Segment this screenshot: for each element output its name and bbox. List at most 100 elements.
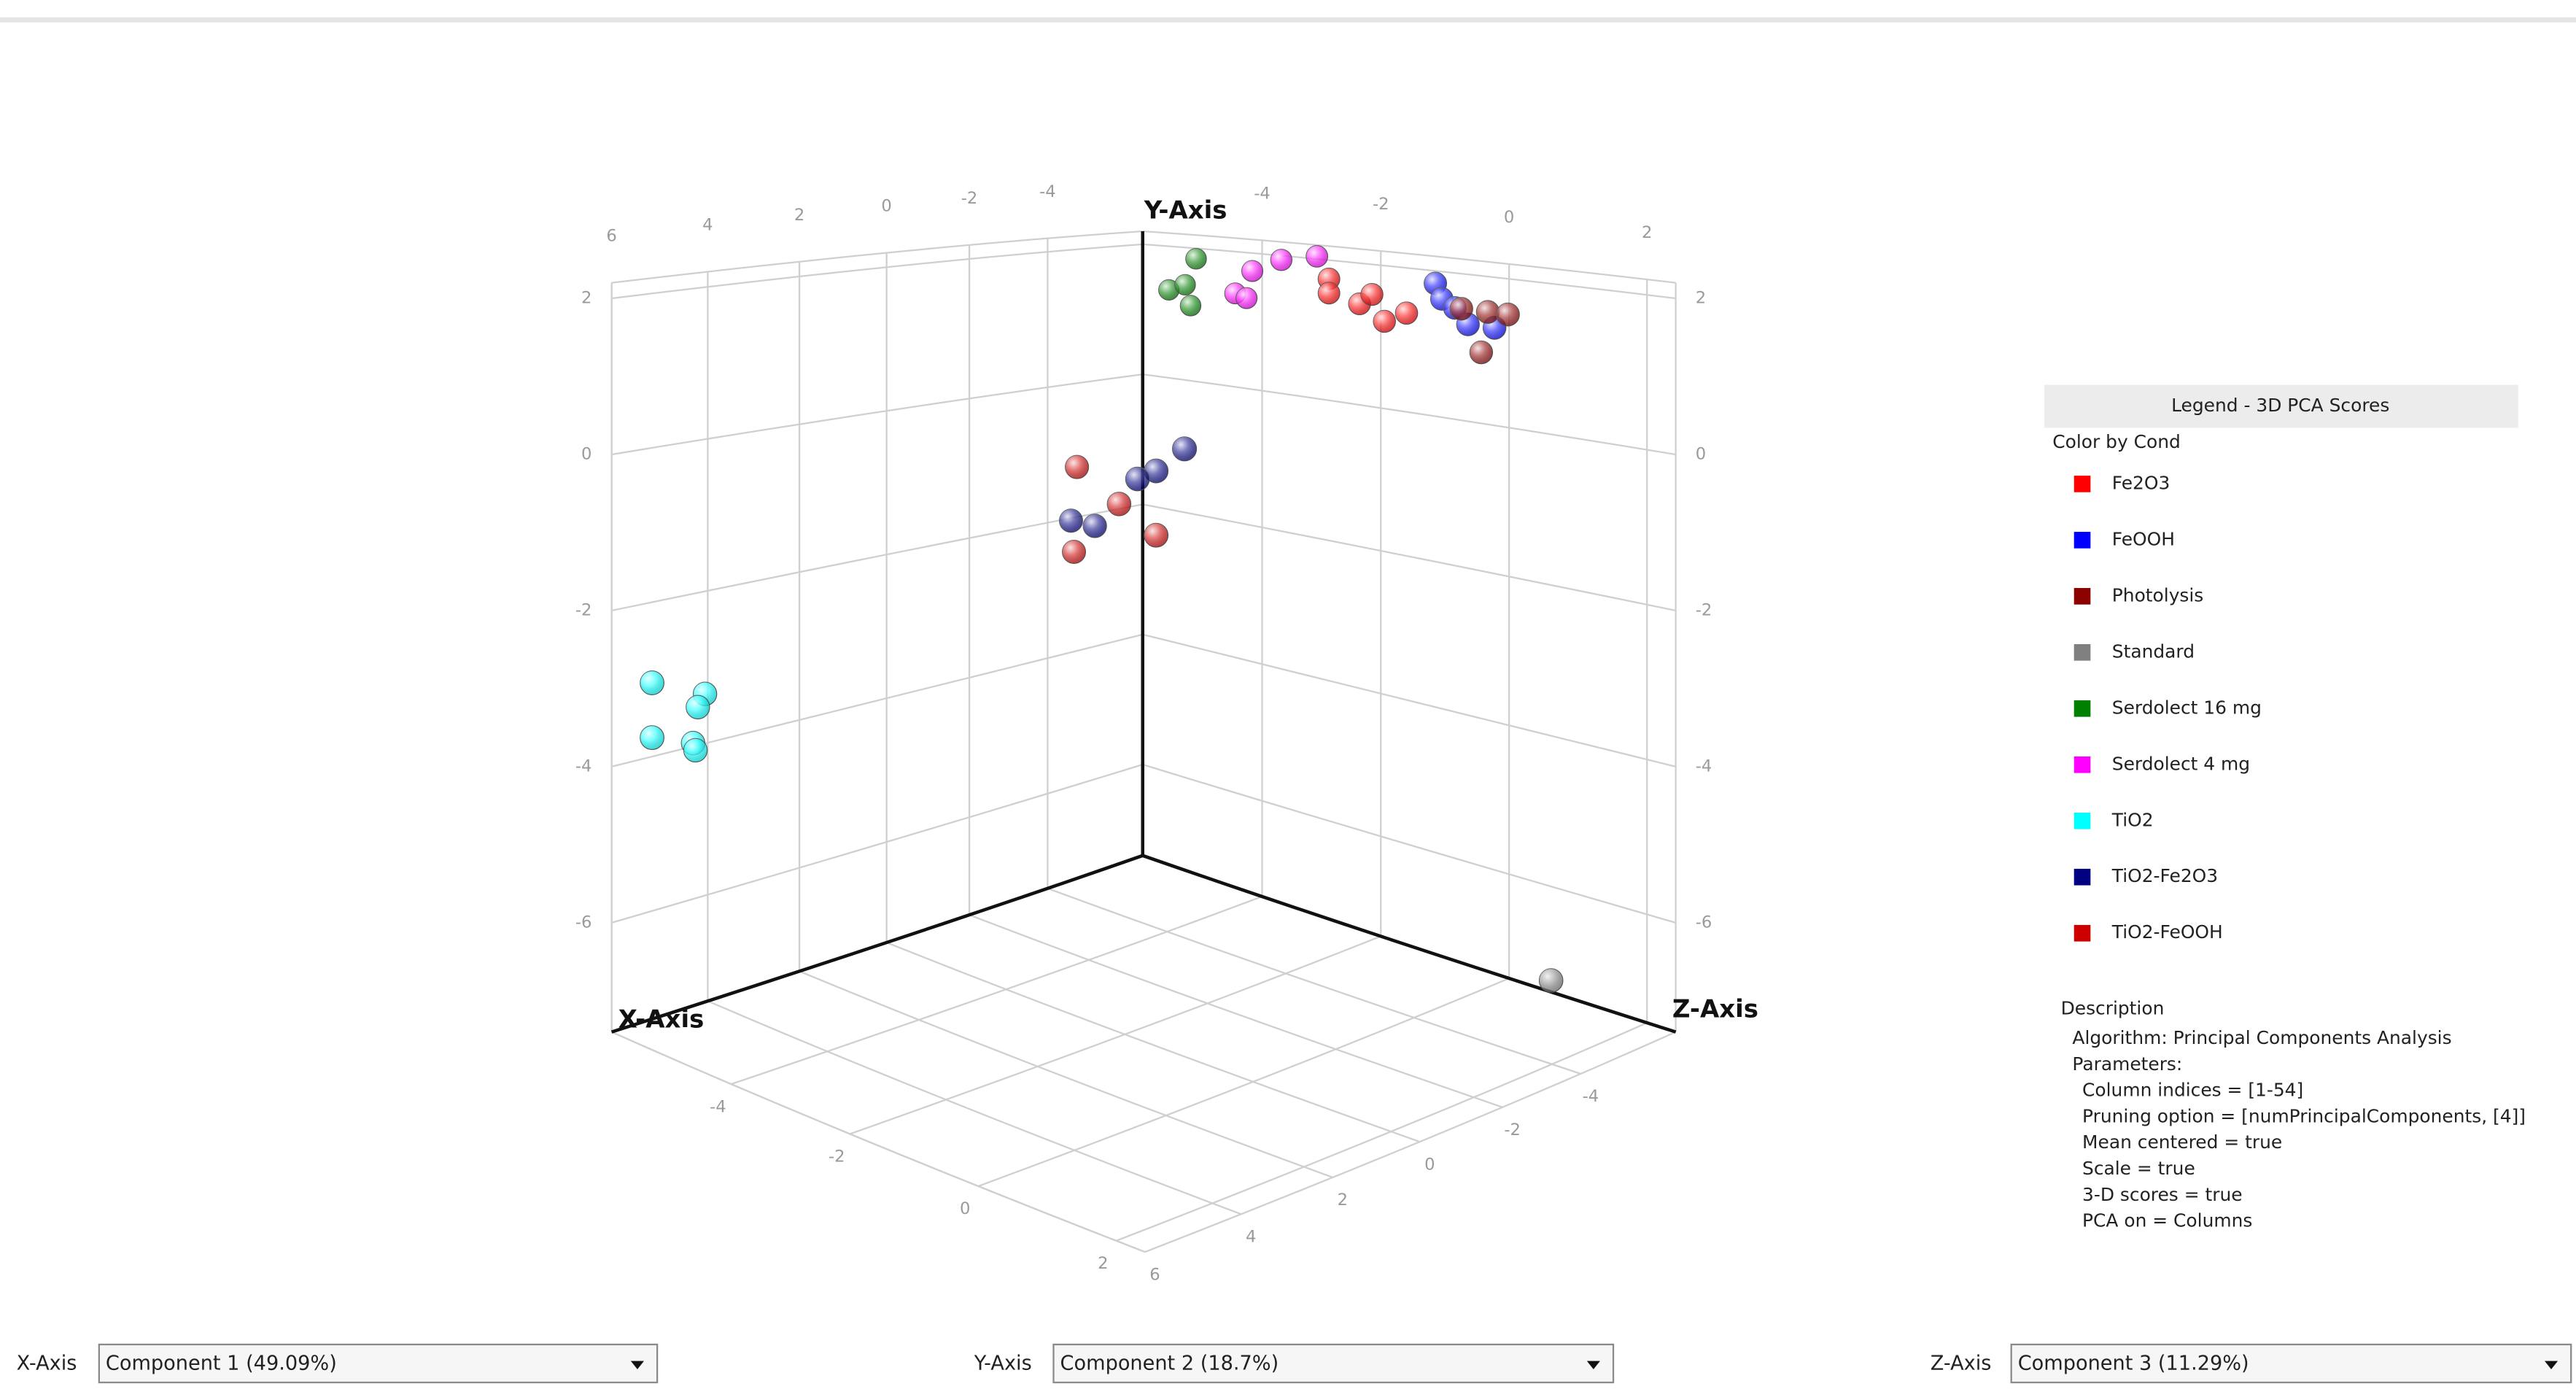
dropdown-value[interactable]: Component 2 (18.7%)	[1060, 1353, 1279, 1375]
grid-line	[611, 1031, 1146, 1253]
dropdown[interactable]	[98, 1343, 659, 1384]
point-highlight	[1241, 260, 1263, 282]
x-axis-line	[610, 854, 1144, 1034]
description-line: 3-D scores = true	[2082, 1184, 2243, 1205]
description-line: Parameters:	[2072, 1053, 2182, 1075]
legend-header	[2044, 384, 2518, 428]
legend-title: Legend - 3D PCA Scores	[2171, 395, 2389, 416]
point-highlight	[1059, 508, 1083, 533]
point-highlight	[1174, 274, 1196, 295]
grid-line	[799, 970, 1333, 1179]
dropdown-arrow[interactable]	[1586, 1361, 1600, 1369]
grid-line	[611, 633, 1144, 767]
x-axis-title: X-Axis	[618, 1005, 705, 1034]
description-line: Algorithm: Principal Components Analysis	[2072, 1027, 2451, 1048]
point-highlight	[1235, 287, 1257, 309]
dropdown-arrow[interactable]	[630, 1361, 644, 1369]
box-edge	[611, 1031, 1146, 1253]
point-highlight	[1062, 540, 1086, 564]
legend-label: Standard	[2112, 641, 2195, 662]
x-tick-label: 6	[1149, 1265, 1160, 1284]
point-highlight	[1470, 341, 1493, 364]
description-line: Mean centered = true	[2082, 1131, 2282, 1153]
box-edge	[611, 230, 1143, 284]
grid-line	[1142, 374, 1676, 456]
grid-line	[611, 374, 1143, 456]
x-tick-label: -2	[961, 189, 978, 208]
dropdown-value[interactable]: Component 3 (11.29%)	[2018, 1353, 2249, 1375]
point-highlight	[1450, 297, 1473, 320]
grid-line	[707, 1000, 1242, 1215]
point-highlight	[640, 670, 664, 695]
z-axis-title: Z-Axis	[1672, 995, 1758, 1024]
dropdown-arrow[interactable]	[2544, 1361, 2558, 1369]
legend-swatch	[2073, 700, 2091, 717]
grid-line	[1047, 887, 1581, 1075]
point-highlight	[686, 695, 710, 719]
control-label: X-Axis	[17, 1353, 77, 1375]
x-tick-label: 2	[1338, 1191, 1348, 1210]
point-highlight	[1172, 436, 1197, 461]
y-tick-label: 0	[581, 444, 591, 463]
point-highlight	[1083, 514, 1107, 538]
y-tick-label: -4	[1696, 756, 1712, 775]
grid-line	[969, 914, 1503, 1108]
y-tick-label: -6	[575, 913, 592, 932]
point-highlight	[1158, 279, 1179, 301]
grid-line	[849, 935, 1381, 1135]
legend-swatch	[2073, 476, 2091, 492]
legend-label: TiO2-FeOOH	[2111, 921, 2223, 943]
point-highlight	[1270, 249, 1292, 271]
point-highlight	[1539, 968, 1563, 993]
grid-line	[1142, 243, 1676, 300]
grid-line	[1142, 503, 1676, 612]
dropdown[interactable]	[1052, 1343, 1615, 1384]
grid-line	[611, 243, 1143, 300]
z-axis-line	[1142, 854, 1677, 1034]
z-tick-label: -4	[710, 1097, 726, 1116]
point-highlight	[1373, 310, 1396, 333]
dropdown-value[interactable]: Component 1 (49.09%)	[106, 1353, 337, 1375]
x-tick-label: 0	[881, 197, 891, 216]
grid-line	[1142, 763, 1676, 924]
z-tick-label: 0	[960, 1199, 970, 1218]
legend-swatch	[2073, 588, 2091, 605]
box-edge	[1144, 1031, 1677, 1253]
box-edge	[1142, 230, 1676, 284]
grid-line	[731, 895, 1262, 1086]
point-highlight	[1125, 467, 1149, 491]
legend-label: Photolysis	[2112, 584, 2204, 605]
control-label: Y-Axis	[974, 1353, 1032, 1375]
description-line: Pruning option = [numPrincipalComponents…	[2082, 1105, 2526, 1126]
x-tick-label: 2	[794, 206, 804, 225]
grid-line	[611, 763, 1144, 924]
y-tick-label: -2	[1696, 600, 1712, 619]
z-tick-label: -4	[1254, 184, 1270, 203]
y-tick-label: 0	[1696, 444, 1706, 463]
point-highlight	[1180, 295, 1201, 317]
legend-swatch	[2073, 868, 2091, 886]
point-highlight	[1144, 459, 1168, 483]
y-tick-label: -6	[1696, 913, 1712, 932]
description-title: Description	[2061, 997, 2165, 1018]
legend-label: TiO2-Fe2O3	[2111, 865, 2218, 886]
x-tick-label: 4	[1246, 1228, 1256, 1247]
x-tick-label: 4	[702, 216, 713, 235]
point-highlight	[683, 738, 707, 762]
point-highlight	[1065, 455, 1089, 479]
legend-label: Fe2O3	[2112, 472, 2170, 493]
z-tick-label: -2	[1373, 195, 1389, 214]
point-highlight	[1496, 303, 1520, 326]
y-tick-label: 2	[581, 289, 591, 308]
description-line: PCA on = Columns	[2082, 1210, 2252, 1231]
legend: Legend - 3D PCA Scores Color by Cond Fe2…	[2044, 384, 2518, 943]
z-tick-label: 2	[1098, 1254, 1108, 1273]
legend-swatch	[2073, 756, 2091, 773]
y-axis-title: Y-Axis	[1144, 196, 1227, 225]
z-tick-label: 0	[1504, 208, 1514, 227]
point-highlight	[1107, 492, 1131, 516]
point-highlight	[1395, 301, 1418, 325]
dropdown[interactable]	[2010, 1343, 2572, 1384]
z-tick-label: -2	[829, 1148, 845, 1166]
